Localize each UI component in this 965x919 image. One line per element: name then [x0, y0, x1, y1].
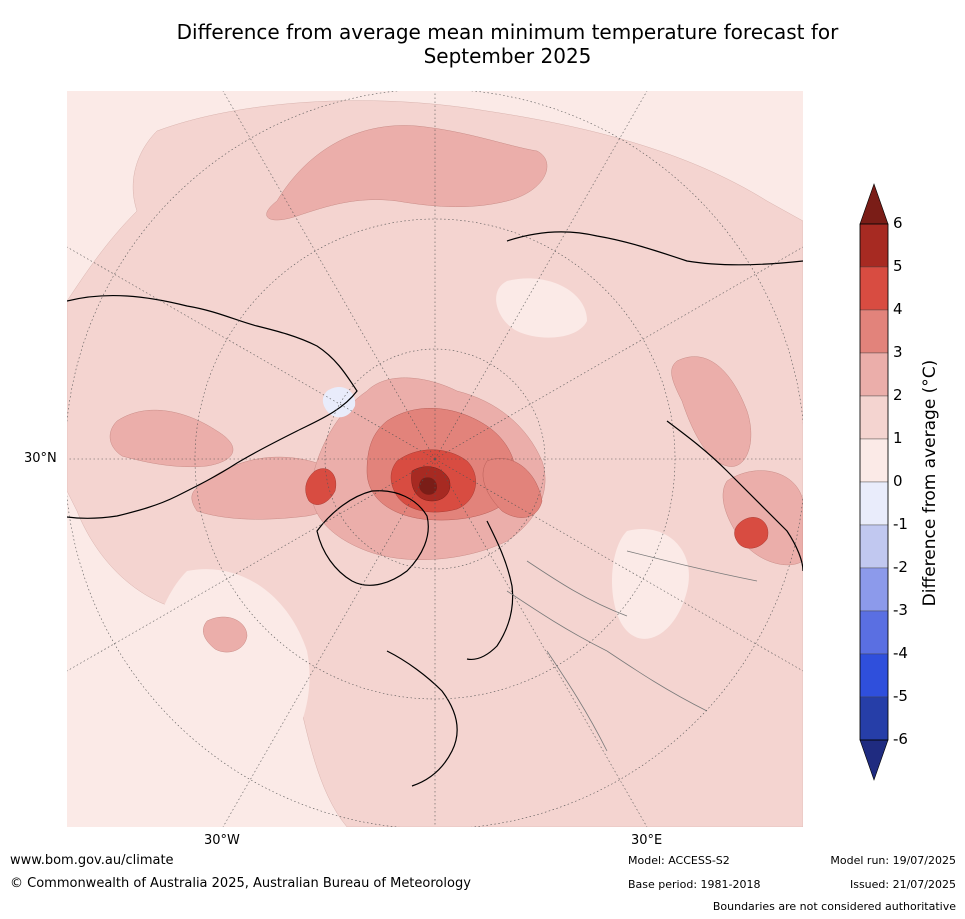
country-borders — [506, 550, 758, 752]
colorbar-tick-label: 1 — [893, 429, 903, 447]
colorbar-segments — [859, 183, 889, 781]
anomaly-2-3-canada — [109, 409, 234, 468]
anomaly-2-3-greenland-west — [191, 456, 346, 520]
coastline-scandinavia — [466, 520, 514, 661]
footer-disclaimer: Boundaries are not considered authoritat… — [712, 900, 956, 913]
forecast-map[interactable] — [67, 91, 803, 827]
colorbar-tick-label: 2 — [893, 386, 903, 404]
title-line-1: Difference from average mean minimum tem… — [176, 20, 839, 44]
colorbar-segment — [859, 653, 889, 698]
colorbar-tick-label: 3 — [893, 343, 903, 361]
colorbar-label: Difference from average (°C) — [920, 359, 940, 607]
longitude-label-30w: 30°W — [204, 833, 240, 848]
colorbar-segment — [859, 266, 889, 311]
anomaly-neg-0-1-canada — [322, 386, 356, 418]
coastline-europe — [386, 650, 458, 787]
footer-copyright: © Commonwealth of Australia 2025, Austra… — [10, 876, 471, 891]
anomaly-2-3-east-asia — [671, 356, 752, 467]
colorbar-tick-label: -2 — [893, 558, 908, 576]
colorbar-tick-label: 6 — [893, 214, 903, 232]
colorbar-segment — [859, 438, 889, 483]
anomaly-2-3-pacific — [266, 125, 548, 221]
colorbar-segment — [859, 352, 889, 397]
anomaly-4-5-far-east — [734, 517, 769, 549]
colorbar-tick-label: -3 — [893, 601, 908, 619]
map-svg — [67, 91, 803, 827]
coastline-north-america — [67, 294, 358, 519]
colorbar-segment — [859, 610, 889, 655]
coastline-eurasia-north — [506, 231, 803, 266]
graticule — [67, 91, 803, 827]
colorbar-segment — [859, 481, 889, 526]
colorbar-segment — [859, 223, 889, 268]
coastlines — [67, 231, 803, 787]
colorbar-outline — [859, 223, 889, 741]
coastline-greenland — [316, 490, 429, 586]
colorbar-tick-label: 4 — [893, 300, 903, 318]
anomaly-3-4-scandinavia — [482, 458, 543, 518]
title-line-2: September 2025 — [423, 44, 592, 68]
anomaly-0-1-patch-siberia — [496, 278, 587, 338]
footer-base-period: Base period: 1981-2018 — [628, 878, 761, 891]
anomaly-4-5-greenland-sw — [305, 468, 337, 505]
colorbar-tick-label: -5 — [893, 687, 908, 705]
longitude-label-30e: 30°E — [631, 833, 663, 848]
anomaly-0-1-patch-atlantic — [147, 569, 310, 799]
footer-model: Model: ACCESS-S2 — [628, 854, 730, 867]
footer-website[interactable]: www.bom.gov.au/climate — [10, 853, 174, 868]
colorbar-extend-top — [859, 183, 889, 225]
colorbar — [859, 183, 889, 781]
anomaly-2-3-atlantic — [203, 616, 248, 653]
anomaly-gt-6-arctic — [419, 477, 437, 495]
colorbar-segment — [859, 524, 889, 569]
colorbar-tick-label: -1 — [893, 515, 908, 533]
colorbar-tick-label: 5 — [893, 257, 903, 275]
chart-title: Difference from average mean minimum tem… — [100, 20, 915, 68]
footer-issued: Issued: 21/07/2025 — [849, 878, 956, 891]
anomaly-0-1-patch-asia — [612, 529, 689, 639]
colorbar-segment — [859, 309, 889, 354]
colorbar-tick-label: -6 — [893, 730, 908, 748]
footer-model-run: Model run: 19/07/2025 — [830, 854, 956, 867]
coastline-east-asia — [666, 420, 803, 572]
colorbar-tick-label: 0 — [893, 472, 903, 490]
colorbar-extend-bottom — [859, 739, 889, 781]
colorbar-tick-label: -4 — [893, 644, 908, 662]
colorbar-segment — [859, 696, 889, 741]
colorbar-segment — [859, 567, 889, 612]
colorbar-segment — [859, 395, 889, 440]
latitude-label-30n: 30°N — [24, 451, 57, 466]
